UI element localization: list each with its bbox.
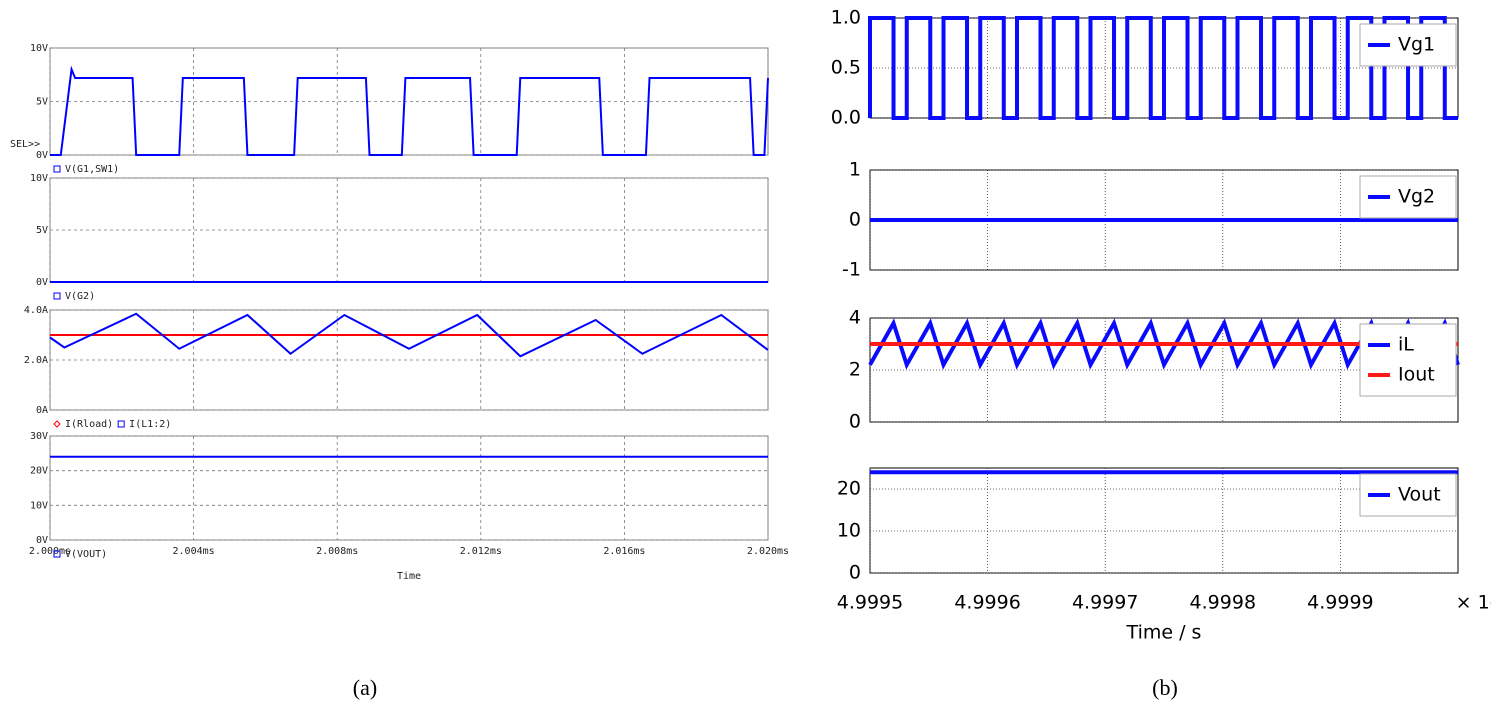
legend-label: I(Rload) [65,419,113,430]
y-tick-label: 10V [30,500,48,511]
x-tick-label: 2.000ms [29,546,71,557]
legend-label: Iout [1398,364,1435,386]
x-tick-label: 2.020ms [747,546,789,557]
y-tick-label: 10V [30,43,48,54]
y-tick-label: 0V [36,277,48,288]
y-tick-label: 2.0A [24,355,48,366]
x-tick-label: 4.9997 [1072,592,1138,614]
x-tick-label: 4.9995 [837,592,903,614]
legend-marker [53,420,61,428]
x-tick-label: 2.016ms [603,546,645,557]
legend-label: V(G2) [65,291,95,302]
series-line [868,16,1458,120]
x-axis-label: Time [397,571,421,582]
y-tick-label: 20 [837,478,861,500]
y-tick-label: -1 [842,259,861,281]
y-tick-label: 0 [849,209,861,231]
y-tick-label: 10 [837,520,861,542]
caption: (a) [353,675,377,700]
y-tick-label: 0 [849,411,861,433]
x-offset-label: × 1e-1 [1456,592,1491,614]
x-axis-label: Time / s [1126,622,1202,644]
y-tick-label: 2 [849,359,861,381]
x-tick-label: 2.004ms [173,546,215,557]
legend-label: Vg1 [1398,34,1435,56]
x-tick-label: 4.9996 [954,592,1020,614]
x-tick-label: 4.9998 [1190,592,1256,614]
plot-area [49,47,769,156]
legend-marker [53,165,61,173]
legend-label: Vout [1398,484,1441,506]
x-tick-label: 2.008ms [316,546,358,557]
y-tick-label: 30V [30,431,48,442]
y-tick-label: 4 [849,307,861,329]
legend-label: Vg2 [1398,186,1435,208]
y-tick-label: 5V [36,225,48,236]
y-tick-label: 10V [30,173,48,184]
y-tick-label: 0 [849,562,861,584]
legend-marker [53,550,61,558]
y-tick-label: 1.0 [831,7,861,29]
y-tick-label: 0V [36,150,48,161]
legend-label: V(VOUT) [65,549,107,560]
y-tick-label: 0.0 [831,107,861,129]
y-tick-label: 0V [36,535,48,546]
legend-marker [53,292,61,300]
legend-box [1359,323,1457,397]
x-tick-label: 2.012ms [460,546,502,557]
y-tick-label: 5V [36,97,48,108]
y-tick-label: 20V [30,466,48,477]
legend-marker [117,420,125,428]
plot-area [49,177,769,283]
y-tick-label: 0A [36,405,48,416]
plot-area [49,435,769,541]
annotation: SEL>> [10,139,40,150]
legend-label: I(L1:2) [129,419,171,430]
plot-area [49,309,769,411]
y-tick-label: 1 [849,159,861,181]
x-tick-label: 4.9999 [1307,592,1373,614]
series-line [49,312,769,358]
legend-label: iL [1398,334,1414,356]
caption: (b) [1152,675,1178,700]
legend-label: V(G1,SW1) [65,164,119,175]
y-tick-label: 4.0A [24,305,48,316]
y-tick-label: 0.5 [831,57,861,79]
series-line [50,65,769,156]
